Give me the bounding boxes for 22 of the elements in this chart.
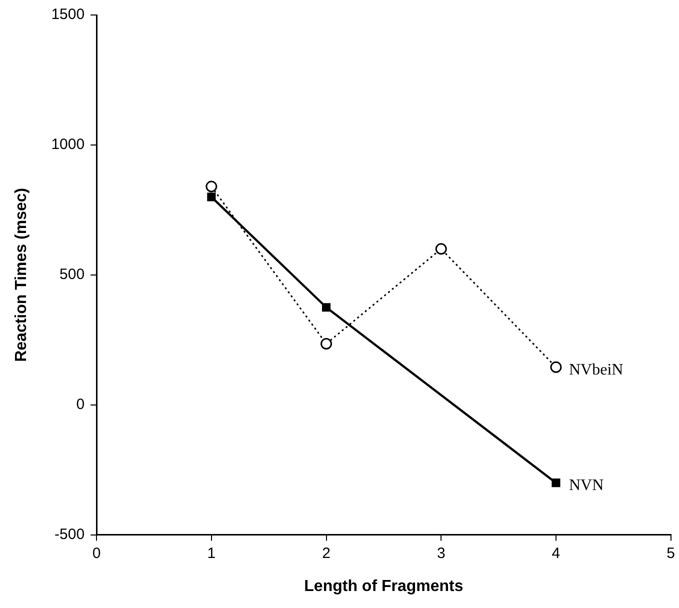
x-tick-label: 4 (552, 544, 560, 562)
y-tick-label: 500 (60, 266, 85, 284)
point (206, 180, 218, 192)
x-tick-label: 0 (92, 544, 101, 562)
point (320, 338, 332, 350)
x-tick-label: 5 (666, 544, 675, 562)
y-axis-title: Reaction Times (msec) (13, 188, 30, 362)
point (207, 192, 216, 202)
x-tick-label: 1 (207, 544, 216, 562)
y-tick-label: 1500 (51, 6, 85, 24)
x-tick-label: 2 (322, 544, 330, 562)
point (550, 361, 562, 373)
y-tick-label: 0 (76, 396, 85, 413)
point (435, 243, 447, 255)
series-label: NVN (568, 477, 604, 494)
x-axis-title: Length of Fragments (304, 578, 464, 595)
point (322, 303, 331, 312)
y-tick-label: 1000 (51, 136, 85, 154)
point (552, 478, 560, 488)
series-label: NVbeiN (568, 361, 624, 378)
y-tick-label: -500 (54, 526, 85, 543)
x-tick-label: 3 (436, 544, 446, 562)
